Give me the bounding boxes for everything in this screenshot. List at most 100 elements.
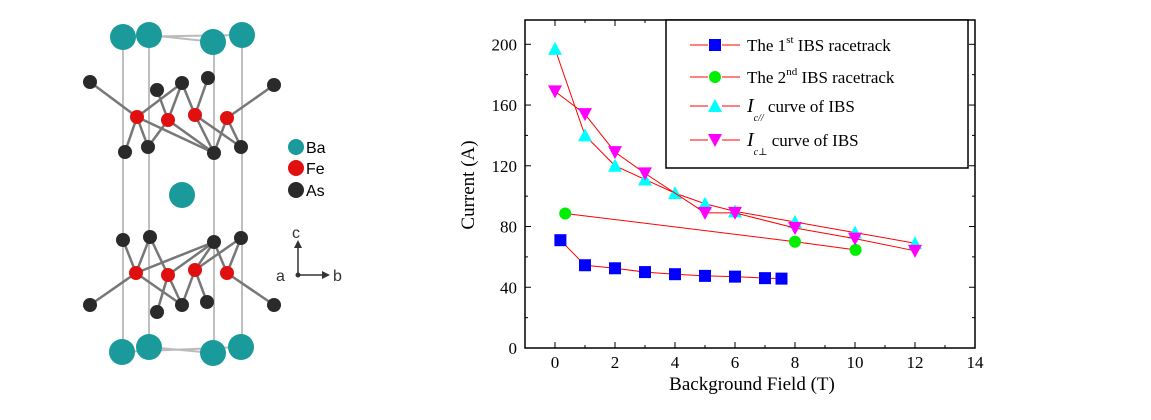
- series-group: [548, 41, 922, 285]
- x-tick-label: 4: [671, 353, 680, 372]
- bond: [226, 271, 275, 307]
- data-point: [578, 108, 592, 122]
- fe-atom: [220, 266, 234, 280]
- x-tick-label: 6: [731, 353, 740, 372]
- data-point: [638, 167, 652, 181]
- data-point: [578, 128, 592, 142]
- series-line: [554, 48, 916, 244]
- data-point: [669, 268, 681, 281]
- y-tick-label: 160: [492, 96, 518, 115]
- c-arrowhead-icon: [294, 240, 302, 248]
- fe-atom: [129, 266, 143, 280]
- data-point: [608, 158, 622, 172]
- legend-marker-icon: [709, 39, 721, 51]
- legend-label-rest: IBS racetrack: [794, 36, 892, 55]
- as-atom: [83, 298, 97, 312]
- as-atom: [234, 231, 248, 245]
- as-atom: [83, 75, 97, 89]
- series-4: [548, 85, 922, 258]
- as-ball-icon: [288, 182, 304, 198]
- as-atom: [234, 140, 248, 154]
- c-axis-label: c: [292, 225, 300, 242]
- a-axis-dot-icon: [295, 272, 301, 278]
- x-tick-label: 14: [967, 353, 985, 372]
- bond: [136, 115, 215, 155]
- y-tick-label: 80: [500, 218, 517, 237]
- legend-label-main: The 1: [747, 36, 786, 55]
- data-point: [775, 272, 788, 285]
- as-atom: [175, 298, 189, 312]
- bond: [167, 240, 215, 277]
- data-point: [548, 85, 562, 99]
- fe-ball-icon: [288, 160, 304, 176]
- legend-label: Ic⊥ curve of IBS: [746, 129, 859, 158]
- legend-as: As: [306, 183, 325, 200]
- legend-label-sup: nd: [786, 66, 798, 78]
- legend-label-rest: curve of IBS: [764, 97, 855, 116]
- data-point: [698, 206, 712, 220]
- legend-label-sup: st: [786, 34, 793, 46]
- bond: [135, 240, 215, 275]
- as-atom: [200, 295, 214, 309]
- chart: 0 40 80 120 160 200 0 2 4 6 8 10 12 14 Background Fie…: [458, 19, 985, 395]
- as-atom: [267, 298, 281, 312]
- data-point: [559, 207, 572, 220]
- data-point: [608, 146, 622, 160]
- y-tick-label: 0: [509, 339, 518, 358]
- lattice-axes: c a b: [276, 225, 342, 285]
- legend-label-main: The 2: [747, 68, 786, 87]
- data-point: [548, 41, 562, 55]
- y-tick-label: 200: [492, 35, 518, 54]
- as-atom: [116, 233, 130, 247]
- x-tick-label: 8: [791, 353, 800, 372]
- data-point: [759, 272, 771, 285]
- as-atom: [175, 76, 189, 90]
- as-atom: [143, 230, 157, 244]
- fe-atom: [188, 263, 202, 277]
- bond: [167, 118, 215, 155]
- bond: [226, 83, 275, 120]
- x-tick-label: 12: [907, 353, 924, 372]
- ba-atom: [109, 339, 135, 365]
- legend-label: The 2nd IBS racetrack: [747, 66, 895, 87]
- axis-ticks: 0 40 80 120 160 200 0 2 4 6 8 10 12 14: [492, 20, 985, 372]
- legend-item-3: Ic// curve of IBS: [690, 95, 855, 124]
- series-2: [559, 207, 862, 256]
- legend-label-main: I: [746, 129, 755, 151]
- a-axis-label: a: [276, 268, 285, 285]
- data-point: [788, 222, 802, 236]
- ba-atom: [200, 340, 226, 366]
- data-point: [729, 270, 741, 283]
- data-point: [609, 262, 621, 275]
- data-point: [699, 269, 711, 282]
- as-atom: [201, 71, 215, 85]
- as-atom: [150, 305, 164, 319]
- fe-atom: [130, 110, 144, 124]
- fe-atom: [161, 268, 175, 282]
- legend-label-sub: c//: [754, 113, 765, 124]
- bond: [89, 80, 138, 119]
- legend-label-sub: c⊥: [754, 147, 768, 158]
- legend-label-rest: IBS racetrack: [797, 68, 895, 87]
- ba-ball-icon: [288, 139, 304, 155]
- legend-label-main: I: [746, 95, 755, 117]
- bond: [193, 114, 216, 154]
- ba-atom: [136, 22, 162, 48]
- ba-atom: [110, 24, 136, 50]
- ba-atom: [169, 182, 195, 208]
- as-atom: [207, 235, 221, 249]
- as-atom: [207, 146, 221, 160]
- legend-marker-icon: [709, 71, 721, 83]
- bond: [135, 271, 183, 307]
- legend-item-4: Ic⊥ curve of IBS: [690, 129, 859, 158]
- legend-label: The 1st IBS racetrack: [747, 34, 891, 55]
- legend-label: Ic// curve of IBS: [746, 95, 855, 124]
- bond: [194, 113, 242, 149]
- data-point: [848, 232, 862, 246]
- legend-label-rest: curve of IBS: [768, 131, 859, 150]
- y-tick-label: 40: [500, 278, 517, 297]
- structure-legend: Ba Fe As: [288, 139, 326, 200]
- bond: [89, 271, 137, 307]
